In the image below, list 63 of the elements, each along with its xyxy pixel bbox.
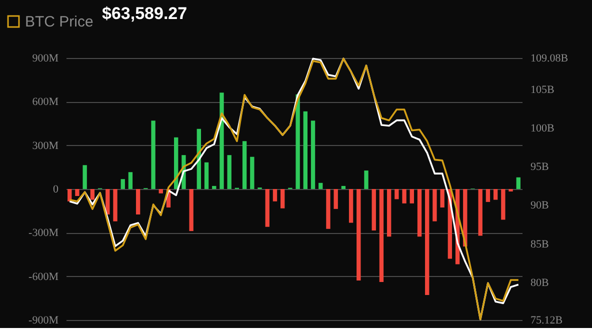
y2-tick-label: 109.08B [530,52,568,64]
bar [486,189,490,202]
bar [128,172,133,189]
bar [318,182,323,189]
bar [75,189,80,196]
bar [402,189,406,204]
bar [303,111,308,189]
bar [425,189,430,295]
bar [220,92,224,189]
bar [136,189,140,214]
bar [394,189,399,200]
bar [280,189,285,208]
y2-tick-label: 90B [530,200,549,212]
y2-tick-label: 75.12B [530,314,563,326]
bar [432,189,437,222]
bar [326,189,330,229]
bar [158,189,163,194]
bar [151,120,156,189]
bar [440,189,444,208]
y2-tick-label: 100B [530,122,554,135]
bar [90,189,95,200]
bar [334,189,338,209]
bar [227,155,232,189]
y2-tick-label: 85B [530,238,549,250]
bar [386,189,392,237]
y-tick-label: -900M [28,314,59,326]
line-series [68,58,520,320]
bar [410,189,414,204]
bar [501,189,506,220]
y-tick-label: 300M [32,140,59,152]
text: $63,589.27 [102,4,188,23]
bar [265,189,270,227]
bar [189,189,194,232]
bar [364,170,368,189]
bar [242,141,247,189]
legend-label: BTC Price [25,14,94,30]
y-tick-label: 600M [32,96,59,108]
bar [212,186,216,189]
y2-tick-label: 80B [530,276,549,289]
bar [120,179,125,189]
bar [417,189,422,237]
bar [106,189,110,214]
y-tick-label: 900M [32,52,59,64]
bar [493,189,498,200]
y2-tick-label: 95B [530,161,549,174]
bar [250,156,254,189]
bar [204,162,209,189]
y2-tick-label: 105B [530,84,554,96]
bar [341,186,346,189]
bar [348,189,354,223]
bar [356,189,361,281]
bar [379,189,384,282]
y-tick-label: -600M [28,270,59,283]
bar [516,177,520,189]
y-tick-label: 0 [53,184,59,196]
bar [82,165,87,189]
y-tick-label: -300M [28,227,59,240]
bar [113,189,118,222]
bar [310,120,316,189]
bar [372,189,376,230]
bar [272,189,278,202]
bar [478,189,482,236]
bar [296,94,300,189]
